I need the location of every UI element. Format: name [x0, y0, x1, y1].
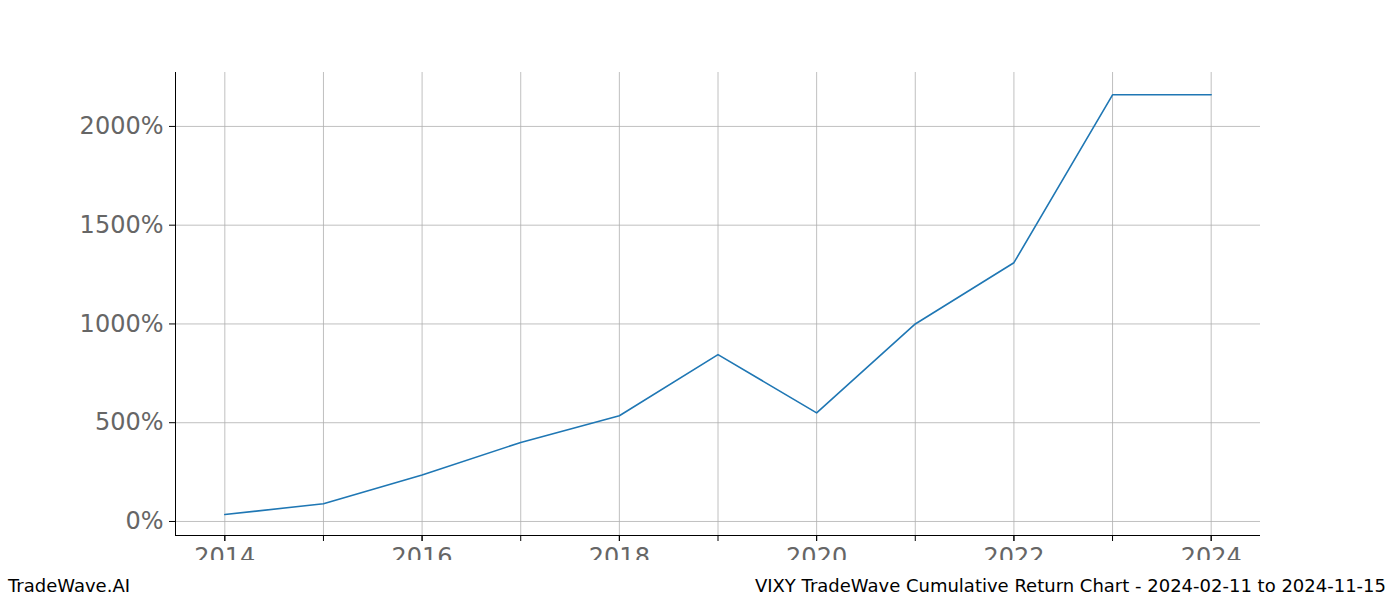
svg-text:0%: 0% [125, 507, 163, 535]
svg-text:2016: 2016 [392, 543, 453, 560]
svg-text:2022: 2022 [983, 543, 1044, 560]
svg-text:2018: 2018 [589, 543, 650, 560]
svg-text:2000%: 2000% [80, 112, 164, 140]
svg-text:2024: 2024 [1181, 543, 1242, 560]
html-text:VIXY TradeWave Cumulative Retu: VIXY TradeWave Cumulative Return Chart -… [754, 575, 1386, 596]
svg-text:2014: 2014 [194, 543, 255, 560]
svg-text:1000%: 1000% [80, 310, 164, 338]
html-text:TradeWave.AI: TradeWave.AI [8, 575, 130, 596]
svg-text:500%: 500% [95, 408, 164, 436]
svg-text:1500%: 1500% [80, 211, 164, 239]
svg-text:2020: 2020 [786, 543, 847, 560]
